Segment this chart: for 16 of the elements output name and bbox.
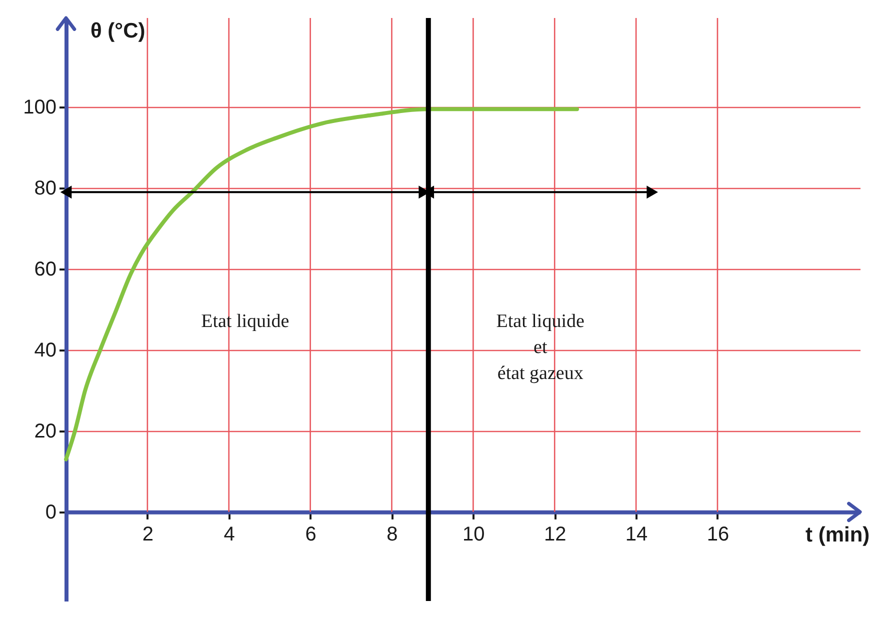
y-tick-label: 60 [34, 258, 56, 281]
x-tick-label: 4 [224, 523, 235, 546]
y-tick-label: 20 [34, 420, 56, 442]
x-tick-label: 10 [462, 523, 485, 546]
x-tick-label: 12 [544, 523, 566, 546]
x-tick-label: 2 [142, 523, 154, 546]
x-tick-label: 8 [386, 523, 398, 546]
y-axis-title: θ (°C) [90, 20, 146, 42]
x-tick-label: 16 [706, 523, 730, 546]
y-tick-label: 0 [45, 501, 56, 524]
y-tick-label: 100 [23, 96, 56, 119]
x-tick-label: 14 [625, 523, 648, 546]
y-tick-label: 40 [34, 339, 56, 362]
x-tick-label: 6 [305, 523, 316, 546]
x-axis-title: t (min) [806, 523, 870, 546]
y-tick-label: 80 [34, 178, 56, 200]
